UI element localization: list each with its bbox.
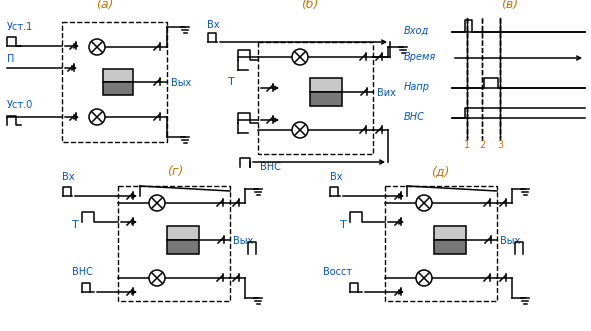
Bar: [310, 78, 342, 92]
Text: 1: 1: [464, 140, 470, 150]
Bar: [434, 240, 466, 254]
Circle shape: [416, 195, 432, 211]
Text: 3: 3: [497, 140, 503, 150]
Text: Вых: Вых: [500, 236, 520, 246]
Circle shape: [149, 270, 165, 286]
Text: (а): (а): [96, 0, 113, 11]
Bar: [434, 226, 466, 240]
Text: Уст.0: Уст.0: [7, 100, 33, 110]
Circle shape: [149, 195, 165, 211]
Bar: [118, 186, 230, 301]
Bar: [167, 240, 199, 254]
Text: П: П: [7, 54, 14, 64]
Circle shape: [292, 122, 308, 138]
Text: ВНС: ВНС: [260, 162, 281, 172]
Bar: [310, 92, 342, 106]
Text: 2: 2: [479, 140, 485, 150]
Text: T: T: [228, 77, 235, 87]
Circle shape: [292, 49, 308, 65]
Bar: [385, 186, 497, 301]
Text: Вход: Вход: [404, 26, 429, 36]
Text: (б): (б): [301, 0, 319, 11]
Circle shape: [89, 109, 105, 125]
Text: Вх: Вх: [207, 20, 219, 30]
Text: (д): (д): [431, 165, 449, 178]
Circle shape: [89, 39, 105, 55]
Bar: [167, 226, 199, 240]
Text: Время: Время: [404, 52, 436, 62]
Text: ВНС: ВНС: [404, 112, 425, 122]
Bar: [103, 82, 133, 95]
Text: Вх: Вх: [330, 172, 343, 182]
Text: (в): (в): [501, 0, 518, 11]
Text: Вых: Вых: [233, 236, 254, 246]
Text: Вых: Вых: [171, 78, 191, 88]
Text: T: T: [340, 220, 347, 230]
Bar: [103, 69, 133, 82]
Circle shape: [416, 270, 432, 286]
Text: Напр: Напр: [404, 82, 430, 92]
Bar: [62, 22, 167, 142]
Text: Уст.1: Уст.1: [7, 22, 33, 32]
Text: Вх: Вх: [62, 172, 74, 182]
Text: Вих: Вих: [377, 88, 396, 98]
Text: Восст: Восст: [323, 267, 352, 277]
Bar: [258, 42, 373, 154]
Text: ВНС: ВНС: [72, 267, 93, 277]
Text: (г): (г): [167, 165, 183, 178]
Text: T: T: [72, 220, 79, 230]
